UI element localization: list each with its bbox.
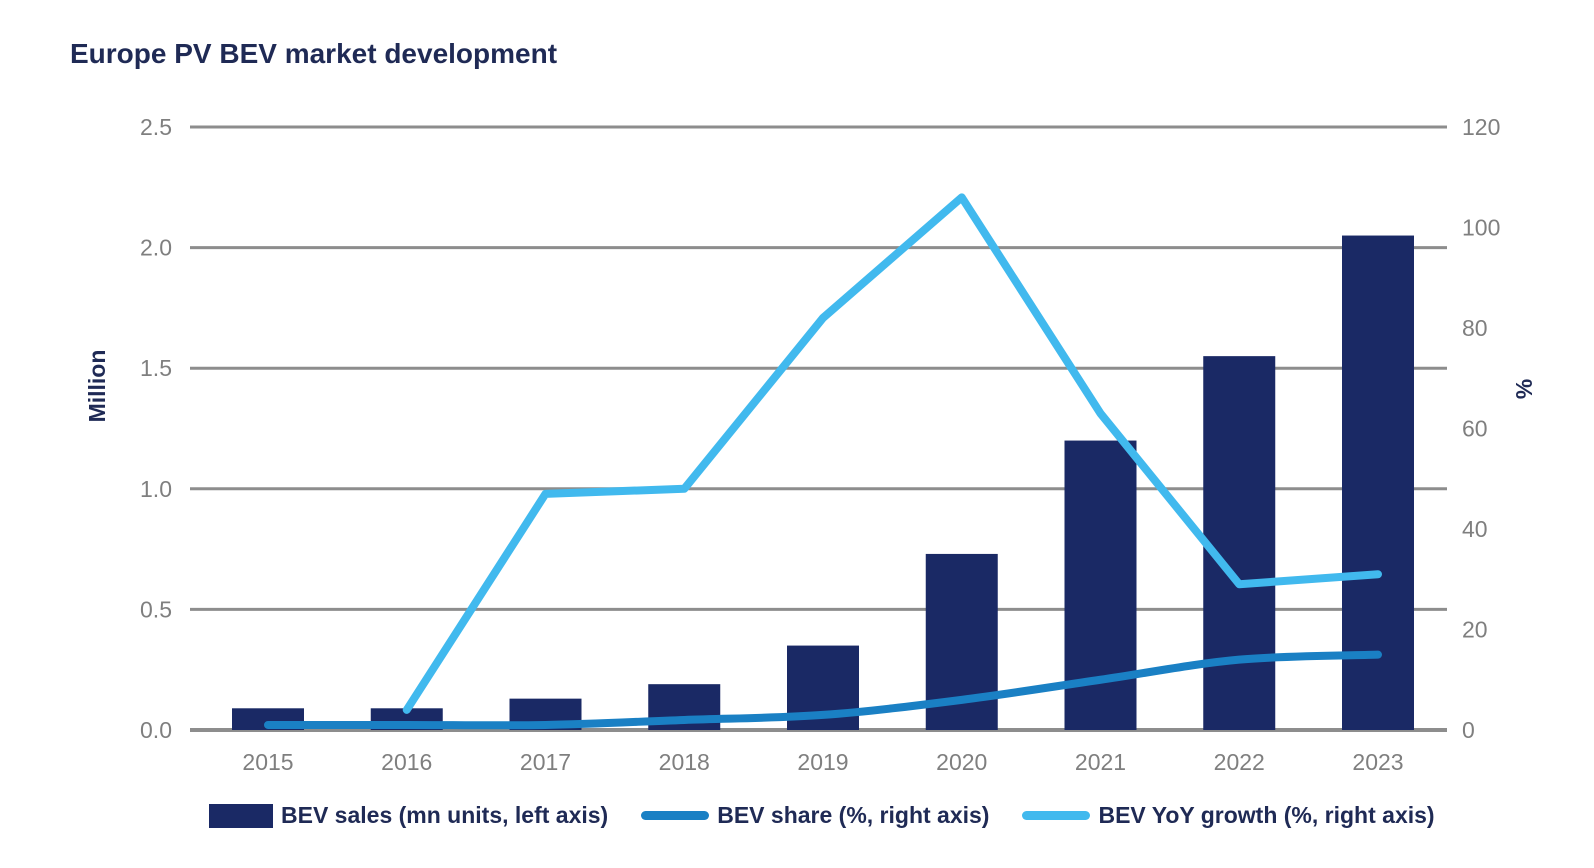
left-axis-tick-label: 2.0 [140, 235, 172, 261]
bar-2022 [1203, 356, 1276, 730]
bev-share-line-swatch [641, 811, 710, 820]
right-axis-tick-label: 100 [1462, 215, 1500, 241]
left-axis-title: Million [84, 349, 110, 423]
x-axis-tick-label: 2017 [520, 749, 571, 775]
left-axis-tick-label: 2.5 [140, 114, 172, 140]
left-axis-tick-label: 0.0 [140, 717, 172, 743]
legend-item-bev-yoy-growth: BEV YoY growth (%, right axis) [1022, 802, 1435, 829]
legend-label-bev-sales: BEV sales (mn units, left axis) [281, 802, 609, 828]
bev-share-line [264, 650, 1382, 730]
right-axis-tick-label: 80 [1462, 315, 1488, 341]
right-axis-tick-label: 60 [1462, 416, 1488, 442]
x-axis-tick-label: 2019 [797, 749, 848, 775]
chart-title: Europe PV BEV market development [70, 38, 558, 69]
right-axis-tick-label: 0 [1462, 717, 1475, 743]
x-axis-tick-label: 2015 [242, 749, 293, 775]
bev-yoy-growth-line-swatch [1022, 811, 1091, 820]
x-axis-tick-label: 2021 [1075, 749, 1126, 775]
x-axis-tick-label: 2020 [936, 749, 987, 775]
right-axis-tick-label: 20 [1462, 617, 1488, 643]
legend: BEV sales (mn units, left axis) BEV shar… [209, 802, 1435, 829]
right-axis-title: % [1511, 378, 1537, 400]
x-axis-tick-label: 2016 [381, 749, 432, 775]
legend-label-bev-share: BEV share (%, right axis) [717, 802, 990, 828]
left-axis-tick-label: 1.0 [140, 476, 172, 502]
x-axis-tick-label: 2023 [1352, 749, 1403, 775]
x-axis-tick-label: 2018 [659, 749, 710, 775]
bev-yoy-growth-line [402, 193, 1382, 714]
x-axis-tick-label: 2022 [1214, 749, 1265, 775]
legend-label-bev-yoy-growth: BEV YoY growth (%, right axis) [1098, 802, 1435, 828]
legend-item-bev-sales: BEV sales (mn units, left axis) [209, 802, 608, 829]
bev-sales-bar-swatch [209, 803, 273, 828]
right-axis-tick-label: 40 [1462, 516, 1488, 542]
bar-2023 [1342, 235, 1414, 731]
right-axis-tick-label: 120 [1462, 114, 1500, 140]
legend-item-bev-share: BEV share (%, right axis) [641, 802, 989, 829]
left-axis-tick-label: 1.5 [140, 355, 172, 381]
left-axis-tick-label: 0.5 [140, 596, 172, 622]
